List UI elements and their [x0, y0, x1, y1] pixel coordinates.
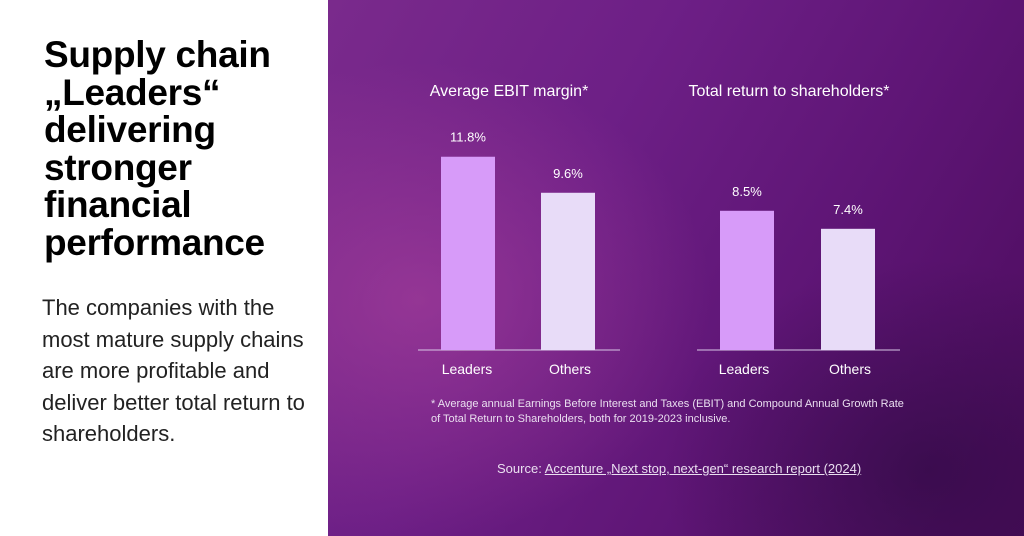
chart-ebit: Average EBIT margin* 11.8% 9.6% Leaders … [418, 83, 620, 377]
bar-tsr-leaders [720, 210, 774, 350]
chart-title-ebit: Average EBIT margin* [430, 83, 589, 100]
source-link[interactable]: Accenture „Next stop, next-gen“ research… [544, 461, 862, 476]
source-prefix: Source: [497, 461, 545, 476]
value-label-ebit-others: 9.6% [553, 166, 583, 181]
bar-tsr-others [821, 228, 875, 350]
source-line: Source: Accenture „Next stop, next-gen“ … [497, 461, 861, 476]
footnote: * Average annual Earnings Before Interes… [431, 398, 904, 425]
value-label-ebit-leaders: 11.8% [450, 130, 486, 145]
chart-title-tsr: Total return to shareholders* [689, 83, 890, 100]
category-label-ebit-others: Others [549, 361, 591, 377]
bar-ebit-leaders [441, 156, 495, 350]
headline: Supply chain „Leaders“ delivering strong… [44, 34, 271, 263]
body-text: The companies with the most mature suppl… [42, 295, 305, 446]
category-label-ebit-leaders: Leaders [442, 361, 493, 377]
bar-ebit-others [541, 192, 595, 350]
category-label-tsr-others: Others [829, 361, 871, 377]
value-label-tsr-leaders: 8.5% [732, 184, 762, 199]
chart-tsr: Total return to shareholders* 8.5% 7.4% … [689, 83, 900, 377]
left-panel: Supply chain „Leaders“ delivering strong… [0, 0, 328, 536]
value-label-tsr-others: 7.4% [833, 202, 863, 217]
category-label-tsr-leaders: Leaders [719, 361, 770, 377]
